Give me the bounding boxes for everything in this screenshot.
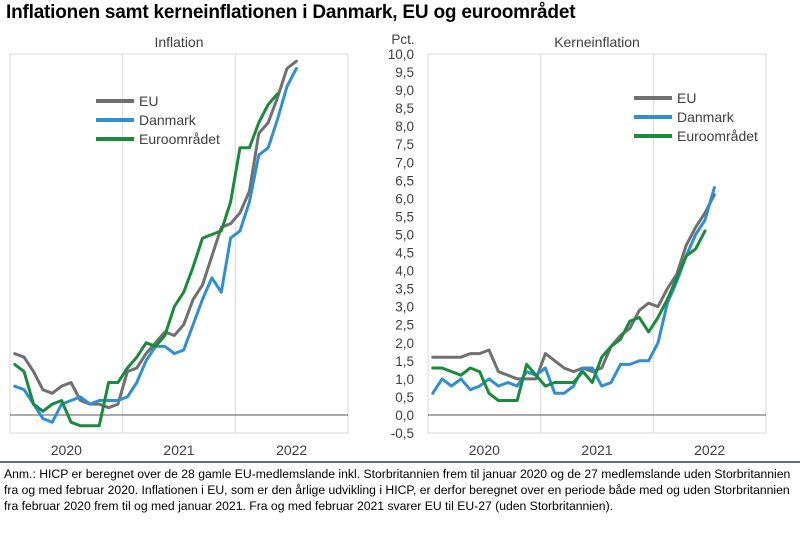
y-tick-label: 6,0 [395, 191, 414, 206]
y-tick-label: 8,0 [395, 119, 414, 134]
inflation-series-eu [13, 59, 298, 410]
kerneinflation-legend-label: EU [677, 90, 696, 106]
inflation-series-euroomraadet [13, 92, 280, 428]
y-tick-label: 0,0 [395, 408, 414, 423]
kerneinflation-year-label: 2020 [469, 442, 500, 458]
kerneinflation-year-label: 2021 [581, 442, 612, 458]
y-tick-label: 0,5 [395, 390, 414, 405]
y-tick-label: 7,5 [395, 137, 414, 152]
inflation-year-label: 2020 [51, 442, 82, 458]
kerneinflation-series-euroomraadet [431, 229, 707, 402]
y-tick-label: 6,5 [395, 173, 414, 188]
y-tick-label: 10,0 [388, 47, 414, 62]
footnote: Anm.: HICP er beregnet over de 28 gamle … [4, 467, 791, 513]
inflation-plot-frame [9, 53, 349, 434]
inflation-panel-title: Inflation [154, 34, 203, 50]
y-tick-label: 8,5 [395, 101, 414, 116]
kerneinflation-series-danmark [431, 186, 716, 395]
divider-line [0, 461, 800, 463]
kerneinflation-plot-frame [427, 53, 767, 434]
y-axis-title: Pct. [391, 32, 414, 47]
kerneinflation-legend-label: Danmark [677, 109, 735, 125]
inflation-year-label: 2022 [276, 442, 307, 458]
kerneinflation-panel-title: Kerneinflation [554, 34, 640, 50]
y-tick-label: 9,0 [395, 83, 414, 98]
chart-figure: Inflation 2020 2021 2022 EU Danmark Euroområde… [9, 32, 767, 458]
inflation-legend-label: EU [139, 93, 158, 109]
inflation-legend-label: Danmark [139, 112, 197, 128]
y-tick-label: -0,5 [391, 426, 414, 441]
inflation-legend-label: Euroområdet [139, 131, 220, 147]
y-tick-label: 5,0 [395, 227, 414, 242]
y-tick-label: 7,0 [395, 155, 414, 170]
y-tick-label: 3,5 [395, 282, 414, 297]
y-tick-label: 2,5 [395, 318, 414, 333]
inflation-year-label: 2021 [163, 442, 194, 458]
y-tick-label: 4,0 [395, 264, 414, 279]
y-tick-label: 2,0 [395, 336, 414, 351]
y-tick-label: 4,5 [395, 246, 414, 261]
chart-title: Inflationen samt kerneinflationen i Danm… [6, 2, 576, 23]
y-tick-label: 1,5 [395, 354, 414, 369]
y-tick-label: 1,0 [395, 372, 414, 387]
y-tick-label: 9,5 [395, 65, 414, 80]
kerneinflation-year-label: 2022 [694, 442, 725, 458]
y-tick-label: 5,5 [395, 209, 414, 224]
kerneinflation-series-eu [431, 193, 716, 381]
y-tick-label: 3,0 [395, 300, 414, 315]
kerneinflation-legend-label: Euroområdet [677, 128, 758, 144]
